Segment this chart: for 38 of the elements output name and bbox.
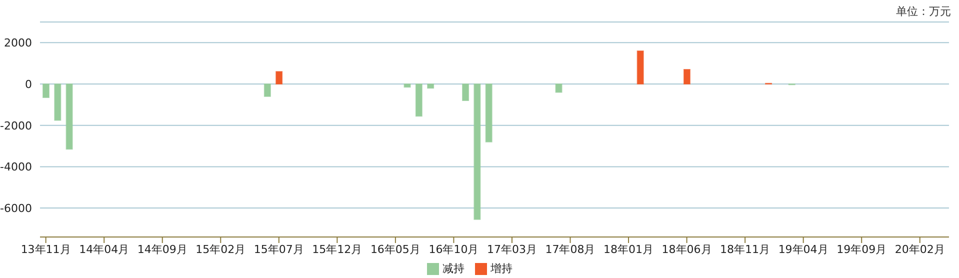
legend-label: 增持 [490, 262, 512, 275]
x-tick-label: 13年11月 [20, 242, 71, 256]
bar [54, 84, 62, 121]
x-tick-label: 15年07月 [254, 242, 304, 256]
legend-label: 减持 [442, 262, 464, 275]
bar [636, 50, 644, 85]
unit-note: 单位：万元 [896, 4, 951, 19]
x-tick-label: 18年01月 [604, 242, 654, 256]
bar [683, 69, 690, 85]
bar [404, 84, 411, 88]
x-tick-label: 18年11月 [720, 242, 770, 256]
x-tick-label: 14年09月 [137, 242, 188, 256]
bar [276, 71, 283, 85]
y-tick-label: -4000 [0, 160, 32, 174]
bar [555, 84, 562, 93]
bar [474, 84, 481, 220]
bar [264, 84, 271, 97]
x-tick-label: 16年10月 [428, 242, 479, 256]
x-tick-label: 15年02月 [196, 242, 246, 256]
x-tick-label: 14年04月 [79, 242, 130, 256]
y-tick-label: 2000 [4, 36, 32, 50]
y-tick-label: 0 [25, 78, 32, 91]
x-tick-label: 17年03月 [486, 242, 537, 256]
bar [42, 84, 50, 98]
bar [485, 84, 492, 142]
x-tick-label: 19年09月 [836, 242, 887, 256]
bar [66, 84, 73, 150]
bar [427, 84, 434, 89]
y-tick-label: -6000 [0, 202, 32, 215]
x-tick-label: 18年06月 [662, 242, 712, 256]
bar [415, 84, 422, 117]
x-tick-label: 15年12月 [312, 242, 362, 256]
x-tick-label: 20年02月 [894, 242, 945, 256]
y-tick-label: -2000 [0, 119, 32, 132]
x-tick-label: 19年04月 [778, 242, 828, 256]
bar [462, 84, 470, 102]
x-tick-label: 16年05月 [370, 242, 420, 256]
x-tick-label: 17年08月 [545, 242, 596, 256]
